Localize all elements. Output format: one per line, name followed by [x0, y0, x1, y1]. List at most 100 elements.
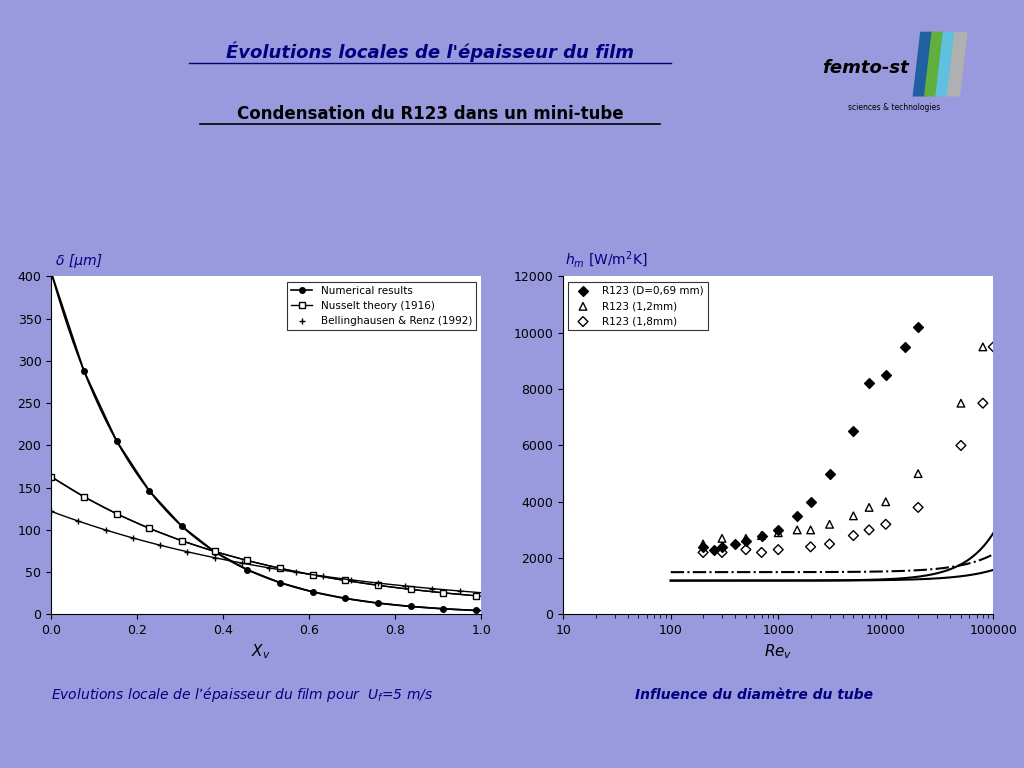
R123 (D=0,69 mm)	[727, 538, 743, 550]
Text: Évolutions locales de l'épaisseur du film: Évolutions locales de l'épaisseur du fil…	[226, 41, 634, 61]
Numerical results	[208, 547, 220, 556]
Bellinghausen & Renz (1992)	[181, 547, 194, 556]
R123 (D=0,69 mm)	[821, 468, 838, 480]
Bellinghausen & Renz (1992)	[263, 563, 275, 572]
Legend: R123 (D=0,69 mm), R123 (1,2mm), R123 (1,8mm): R123 (D=0,69 mm), R123 (1,2mm), R123 (1,…	[568, 282, 708, 330]
R123 (D=0,69 mm)	[714, 541, 730, 553]
R123 (1,2mm)	[770, 527, 786, 539]
R123 (D=0,69 mm)	[845, 425, 861, 438]
R123 (1,8mm)	[770, 544, 786, 556]
Nusselt theory (1916)	[143, 524, 156, 533]
Numerical results	[78, 366, 90, 376]
R123 (1,2mm)	[714, 532, 730, 545]
R123 (D=0,69 mm)	[754, 529, 770, 541]
Polygon shape	[912, 31, 934, 97]
R123 (1,8mm)	[737, 544, 754, 556]
Text: Influence du diamètre du tube: Influence du diamètre du tube	[635, 688, 872, 702]
Line: Nusselt theory (1916): Nusselt theory (1916)	[48, 474, 478, 598]
R123 (1,2mm)	[737, 532, 754, 545]
R123 (1,8mm)	[952, 439, 969, 452]
Nusselt theory (1916)	[306, 570, 318, 579]
R123 (1,2mm)	[821, 518, 838, 531]
R123 (D=0,69 mm)	[861, 377, 878, 389]
R123 (D=0,69 mm)	[896, 341, 912, 353]
Nusselt theory (1916)	[208, 547, 220, 556]
R123 (1,2mm)	[952, 397, 969, 409]
R123 (1,2mm)	[788, 524, 805, 536]
Nusselt theory (1916)	[372, 581, 384, 590]
R123 (D=0,69 mm)	[878, 369, 894, 381]
Legend: Numerical results, Nusselt theory (1916), Bellinghausen & Renz (1992): Numerical results, Nusselt theory (1916)…	[287, 282, 476, 330]
Polygon shape	[946, 31, 968, 97]
Bellinghausen & Renz (1992)	[208, 553, 220, 562]
R123 (D=0,69 mm)	[910, 321, 927, 333]
R123 (1,8mm)	[803, 541, 819, 553]
Bellinghausen & Renz (1992)	[236, 558, 248, 568]
Text: $X_v$: $X_v$	[251, 643, 271, 661]
Bellinghausen & Renz (1992)	[399, 581, 412, 591]
Bellinghausen & Renz (1992)	[454, 586, 466, 595]
R123 (1,8mm)	[714, 546, 730, 558]
R123 (1,8mm)	[861, 524, 878, 536]
Numerical results	[111, 436, 123, 445]
R123 (1,2mm)	[803, 524, 819, 536]
Numerical results	[306, 588, 318, 597]
Nusselt theory (1916)	[78, 492, 90, 502]
R123 (1,8mm)	[754, 546, 770, 558]
Nusselt theory (1916)	[273, 564, 286, 573]
R123 (1,2mm)	[695, 538, 712, 550]
R123 (D=0,69 mm)	[695, 541, 712, 553]
Text: Evolutions locale de l’épaisseur du film pour  $U_f$=5 m/s: Evolutions locale de l’épaisseur du film…	[51, 685, 433, 704]
R123 (D=0,69 mm)	[706, 544, 722, 556]
R123 (D=0,69 mm)	[737, 535, 754, 548]
R123 (D=0,69 mm)	[803, 495, 819, 508]
R123 (1,8mm)	[910, 502, 927, 514]
R123 (1,8mm)	[821, 538, 838, 550]
Text: $Re_v$: $Re_v$	[764, 643, 793, 661]
Text: Condensation du R123 dans un mini-tube: Condensation du R123 dans un mini-tube	[237, 105, 624, 123]
Numerical results	[45, 268, 57, 277]
R123 (1,2mm)	[910, 468, 927, 480]
Text: δ [μm]: δ [μm]	[56, 254, 102, 268]
R123 (D=0,69 mm)	[770, 524, 786, 536]
Nusselt theory (1916)	[339, 576, 351, 585]
Numerical results	[470, 606, 482, 615]
R123 (1,8mm)	[985, 341, 1001, 353]
R123 (1,8mm)	[975, 397, 991, 409]
Bellinghausen & Renz (1992)	[372, 578, 384, 588]
Numerical results	[437, 604, 450, 614]
R123 (1,8mm)	[878, 518, 894, 531]
Text: femto-st: femto-st	[821, 58, 908, 77]
Bellinghausen & Renz (1992)	[344, 575, 356, 584]
Numerical results	[404, 602, 417, 611]
Line: Bellinghausen & Renz (1992): Bellinghausen & Renz (1992)	[48, 508, 463, 594]
R123 (1,2mm)	[845, 510, 861, 522]
R123 (1,2mm)	[878, 495, 894, 508]
Bellinghausen & Renz (1992)	[73, 517, 85, 526]
Bellinghausen & Renz (1992)	[290, 568, 302, 577]
Bellinghausen & Renz (1992)	[127, 533, 139, 542]
Bellinghausen & Renz (1992)	[317, 571, 330, 581]
Text: $h_m$ [W/m$^2$K]: $h_m$ [W/m$^2$K]	[565, 250, 648, 270]
Nusselt theory (1916)	[437, 588, 450, 598]
Polygon shape	[935, 31, 956, 97]
R123 (1,8mm)	[845, 529, 861, 541]
R123 (D=0,69 mm)	[788, 510, 805, 522]
Numerical results	[241, 565, 253, 574]
Bellinghausen & Renz (1992)	[45, 507, 57, 516]
Bellinghausen & Renz (1992)	[154, 541, 166, 550]
Bellinghausen & Renz (1992)	[426, 584, 438, 593]
Polygon shape	[924, 31, 945, 97]
R123 (1,2mm)	[754, 529, 770, 541]
Line: Numerical results: Numerical results	[48, 270, 478, 613]
Numerical results	[143, 486, 156, 495]
R123 (1,2mm)	[861, 502, 878, 514]
Nusselt theory (1916)	[45, 472, 57, 482]
Numerical results	[339, 594, 351, 603]
Numerical results	[372, 598, 384, 607]
Numerical results	[176, 521, 188, 531]
Nusselt theory (1916)	[241, 556, 253, 565]
Nusselt theory (1916)	[176, 536, 188, 545]
Numerical results	[273, 578, 286, 588]
Bellinghausen & Renz (1992)	[99, 525, 112, 535]
